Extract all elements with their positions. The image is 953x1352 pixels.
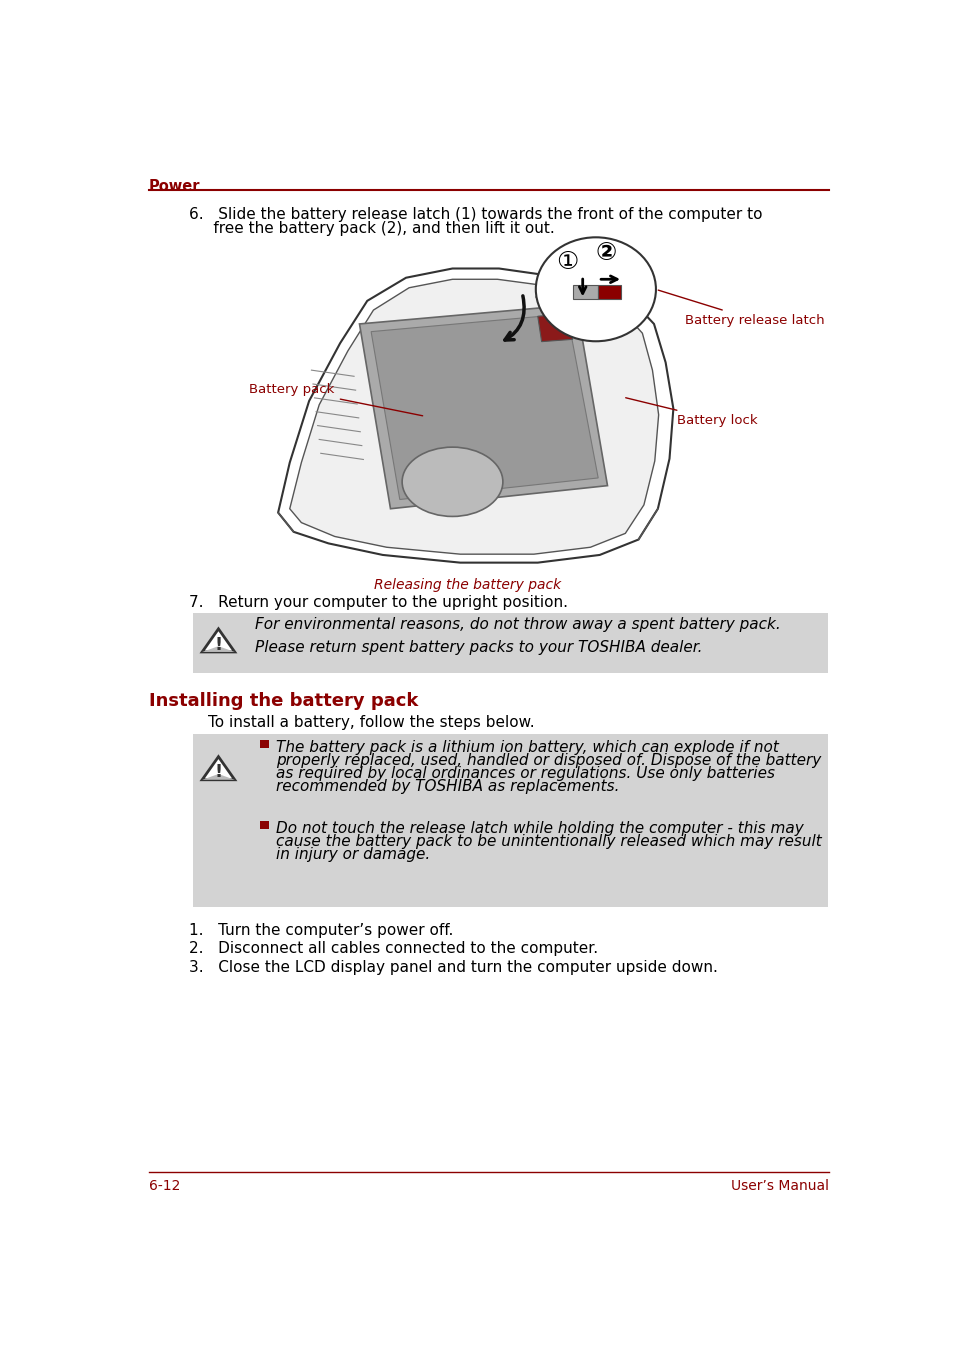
Text: For environmental reasons, do not throw away a spent battery pack.
Please return: For environmental reasons, do not throw … — [254, 618, 780, 654]
Text: as required by local ordinances or regulations. Use only batteries: as required by local ordinances or regul… — [275, 767, 774, 781]
Polygon shape — [202, 757, 234, 780]
Text: Do not touch the release latch while holding the computer - this may: Do not touch the release latch while hol… — [275, 821, 802, 836]
Polygon shape — [290, 280, 658, 554]
Bar — [260, 821, 269, 829]
Polygon shape — [572, 285, 598, 299]
Ellipse shape — [536, 238, 656, 341]
Text: 6-12: 6-12 — [149, 1179, 180, 1192]
Text: !: ! — [214, 764, 222, 781]
Text: Battery release latch: Battery release latch — [658, 291, 823, 327]
Polygon shape — [537, 314, 572, 342]
Text: To install a battery, follow the steps below.: To install a battery, follow the steps b… — [208, 715, 535, 730]
Text: cause the battery pack to be unintentionally released which may result: cause the battery pack to be unintention… — [275, 834, 821, 849]
Polygon shape — [202, 646, 234, 652]
Text: !: ! — [214, 635, 222, 653]
Text: Installing the battery pack: Installing the battery pack — [149, 692, 417, 710]
Ellipse shape — [402, 448, 502, 516]
Bar — [193, 734, 827, 907]
Polygon shape — [598, 285, 620, 299]
Text: The battery pack is a lithium ion battery, which can explode if not: The battery pack is a lithium ion batter… — [275, 740, 778, 754]
Text: free the battery pack (2), and then lift it out.: free the battery pack (2), and then lift… — [189, 220, 554, 235]
Text: Releasing the battery pack: Releasing the battery pack — [374, 579, 561, 592]
Text: in injury or damage.: in injury or damage. — [275, 846, 430, 861]
Polygon shape — [202, 773, 234, 780]
Text: ①: ① — [556, 250, 578, 274]
Text: 7.   Return your computer to the upright position.: 7. Return your computer to the upright p… — [189, 595, 567, 610]
Polygon shape — [278, 269, 673, 562]
Text: recommended by TOSHIBA as replacements.: recommended by TOSHIBA as replacements. — [275, 779, 618, 794]
Text: Battery pack: Battery pack — [249, 383, 422, 416]
Text: 2.   Disconnect all cables connected to the computer.: 2. Disconnect all cables connected to th… — [189, 941, 598, 956]
Polygon shape — [359, 304, 607, 508]
Text: properly replaced, used, handled or disposed of. Dispose of the battery: properly replaced, used, handled or disp… — [275, 753, 821, 768]
Text: ②: ② — [595, 241, 616, 265]
Bar — [193, 612, 827, 673]
Bar — [260, 740, 269, 748]
Text: User’s Manual: User’s Manual — [730, 1179, 828, 1192]
Polygon shape — [551, 288, 622, 327]
Text: Battery lock: Battery lock — [625, 397, 757, 427]
Text: 6.   Slide the battery release latch (1) towards the front of the computer to: 6. Slide the battery release latch (1) t… — [189, 207, 761, 222]
Text: 3.   Close the LCD display panel and turn the computer upside down.: 3. Close the LCD display panel and turn … — [189, 960, 717, 975]
Text: Power: Power — [149, 180, 200, 195]
Polygon shape — [371, 314, 598, 499]
Polygon shape — [202, 629, 234, 652]
Text: 1.   Turn the computer’s power off.: 1. Turn the computer’s power off. — [189, 923, 453, 938]
